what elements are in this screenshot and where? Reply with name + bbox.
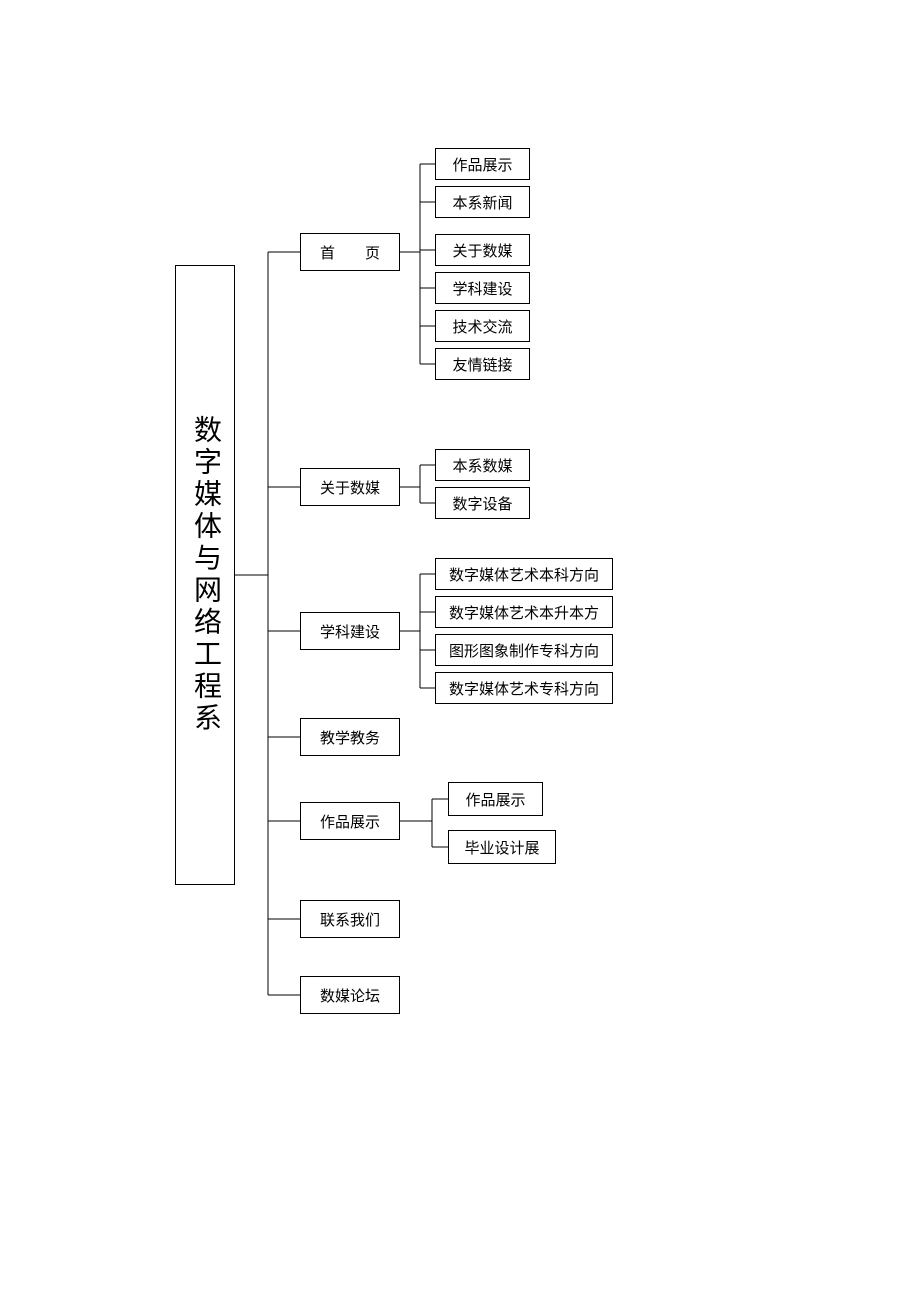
nav-discipline: 学科建设 — [300, 612, 400, 650]
homepage-child-2: 关于数媒 — [435, 234, 530, 266]
discipline-child-2: 图形图象制作专科方向 — [435, 634, 613, 666]
discipline-child-0: 数字媒体艺术本科方向 — [435, 558, 613, 590]
discipline-child-1: 数字媒体艺术本升本方 — [435, 596, 613, 628]
homepage-child-4: 技术交流 — [435, 310, 530, 342]
about-child-0: 本系数媒 — [435, 449, 530, 481]
homepage-child-5: 友情链接 — [435, 348, 530, 380]
nav-contact: 联系我们 — [300, 900, 400, 938]
homepage-child-0: 作品展示 — [435, 148, 530, 180]
homepage-child-3: 学科建设 — [435, 272, 530, 304]
homepage-child-1: 本系新闻 — [435, 186, 530, 218]
about-child-1: 数字设备 — [435, 487, 530, 519]
works-child-1: 毕业设计展 — [448, 830, 556, 864]
nav-forum: 数媒论坛 — [300, 976, 400, 1014]
nav-teaching: 教学教务 — [300, 718, 400, 756]
nav-about: 关于数媒 — [300, 468, 400, 506]
nav-homepage: 首 页 — [300, 233, 400, 271]
works-child-0: 作品展示 — [448, 782, 543, 816]
org-root: 数字媒体与网络工程系 — [175, 265, 235, 885]
nav-works: 作品展示 — [300, 802, 400, 840]
discipline-child-3: 数字媒体艺术专科方向 — [435, 672, 613, 704]
